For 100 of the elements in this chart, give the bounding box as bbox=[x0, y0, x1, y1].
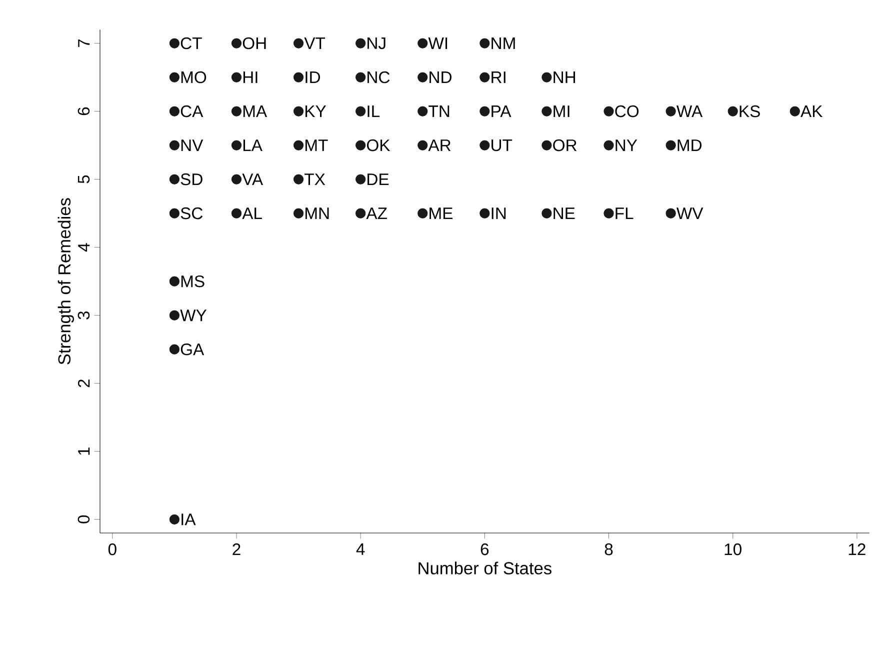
point bbox=[169, 72, 180, 82]
point bbox=[418, 208, 428, 218]
point bbox=[666, 208, 676, 218]
annotation: MD bbox=[678, 140, 702, 152]
annotation: UT bbox=[492, 139, 512, 152]
point bbox=[542, 140, 552, 150]
annotation: MO bbox=[181, 71, 206, 84]
annotation: WV bbox=[676, 208, 704, 220]
point bbox=[293, 106, 304, 116]
x-axis-title: Number of States bbox=[418, 562, 552, 574]
annotation: SC bbox=[180, 207, 203, 220]
annotation: WI bbox=[428, 38, 448, 50]
point bbox=[480, 208, 490, 218]
y-tick-label: 5 bbox=[78, 175, 90, 184]
point bbox=[293, 174, 304, 184]
point bbox=[293, 140, 304, 150]
x-tick-label: 0 bbox=[108, 543, 116, 556]
point bbox=[293, 208, 304, 218]
point bbox=[542, 72, 552, 82]
x-tick-label: 6 bbox=[480, 543, 489, 556]
annotation: OK bbox=[366, 139, 390, 152]
annotation: FL bbox=[616, 208, 634, 220]
point bbox=[293, 72, 304, 82]
point bbox=[169, 276, 180, 286]
annotation: IL bbox=[368, 106, 380, 118]
annotation: AL bbox=[242, 208, 262, 220]
point bbox=[231, 174, 242, 184]
annotation: NM bbox=[492, 38, 515, 50]
point bbox=[604, 208, 614, 218]
point bbox=[356, 38, 366, 48]
annotation: NC bbox=[368, 71, 390, 84]
point bbox=[356, 140, 366, 150]
annotation: OR bbox=[553, 139, 577, 152]
x-tick-label: 4 bbox=[356, 543, 365, 555]
annotation: NJ bbox=[368, 37, 386, 50]
annotation: VT bbox=[304, 38, 326, 50]
point bbox=[231, 72, 242, 82]
annotation: CO bbox=[615, 105, 639, 118]
x-tick-label: 12 bbox=[848, 543, 866, 556]
point bbox=[418, 72, 428, 82]
y-tick-label: 3 bbox=[78, 311, 90, 320]
point bbox=[666, 106, 676, 116]
point bbox=[542, 106, 552, 116]
annotation: CA bbox=[180, 105, 204, 118]
annotation: NY bbox=[616, 140, 638, 152]
point bbox=[666, 140, 676, 150]
annotation: HI bbox=[243, 72, 258, 84]
annotation: NV bbox=[181, 140, 204, 152]
x-tick-label: 8 bbox=[604, 543, 613, 556]
point bbox=[356, 208, 366, 218]
point bbox=[169, 310, 180, 320]
annotation: ND bbox=[430, 72, 452, 84]
point bbox=[231, 106, 242, 116]
point bbox=[169, 514, 180, 524]
point bbox=[356, 106, 366, 116]
point bbox=[169, 344, 180, 354]
y-tick-label: 2 bbox=[78, 380, 90, 388]
point bbox=[728, 106, 738, 116]
annotation: ME bbox=[430, 208, 453, 220]
y-tick-label: 1 bbox=[78, 448, 90, 455]
point bbox=[480, 38, 490, 48]
annotation: MN bbox=[306, 208, 329, 220]
annotation: CT bbox=[180, 37, 202, 50]
annotation: MS bbox=[181, 275, 204, 288]
annotation: VA bbox=[242, 174, 264, 186]
annotation: LA bbox=[243, 140, 262, 152]
annotation: AZ bbox=[366, 208, 387, 220]
annotation: AR bbox=[428, 140, 451, 152]
x-tick-label: 10 bbox=[724, 543, 742, 556]
annotation: GA bbox=[180, 343, 204, 356]
point bbox=[231, 38, 242, 48]
annotation: MA bbox=[243, 106, 268, 118]
point bbox=[356, 72, 366, 82]
annotation: RI bbox=[492, 72, 506, 84]
point bbox=[356, 174, 366, 184]
point bbox=[231, 140, 242, 150]
annotation: TN bbox=[428, 106, 450, 118]
point bbox=[169, 140, 180, 150]
annotation: DE bbox=[368, 174, 389, 186]
annotation: PA bbox=[492, 106, 512, 118]
annotation: OH bbox=[242, 37, 266, 50]
point bbox=[169, 38, 180, 48]
point bbox=[169, 174, 180, 184]
x-tick-label: 2 bbox=[232, 543, 240, 556]
y-tick-label: 4 bbox=[78, 243, 90, 252]
y-tick-label: 6 bbox=[78, 107, 90, 116]
annotation: WY bbox=[180, 310, 207, 322]
annotation: KS bbox=[740, 105, 760, 118]
point bbox=[169, 208, 180, 218]
point bbox=[418, 140, 428, 150]
point bbox=[418, 38, 428, 48]
y-axis-title: Strength of Remedies bbox=[58, 198, 74, 364]
point bbox=[604, 140, 614, 150]
y-tick-label: 7 bbox=[78, 39, 90, 48]
annotation: IA bbox=[182, 514, 196, 526]
point bbox=[480, 106, 490, 116]
annotation: TX bbox=[304, 174, 326, 186]
point bbox=[418, 106, 428, 116]
annotation: ID bbox=[306, 72, 320, 84]
annotation: AK bbox=[800, 106, 823, 118]
